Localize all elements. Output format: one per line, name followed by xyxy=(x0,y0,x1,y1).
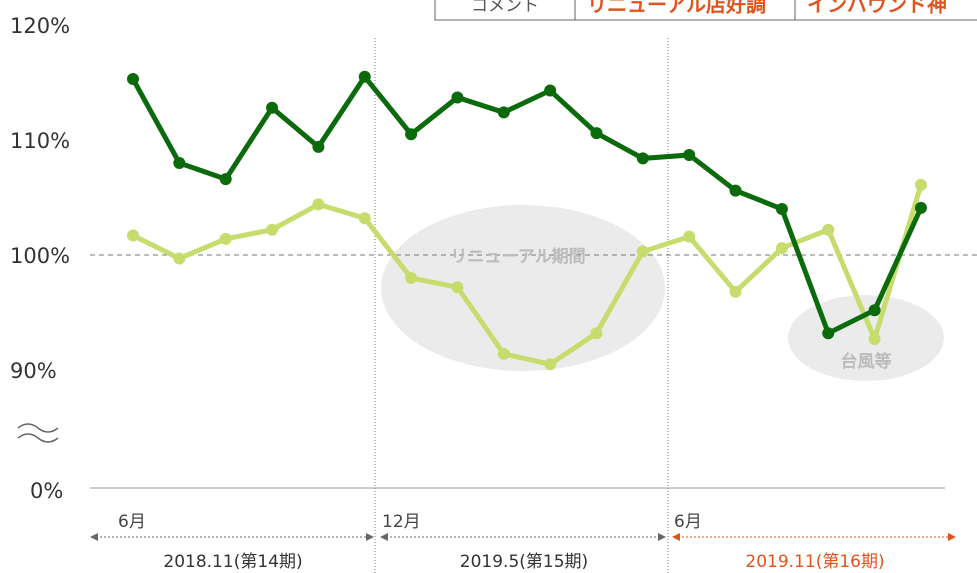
data-point xyxy=(590,327,603,340)
annotation-label: 台風等 xyxy=(841,351,892,372)
header-cell: リニューアル店好調 xyxy=(587,0,766,17)
data-point xyxy=(358,70,371,83)
data-point xyxy=(358,212,371,225)
header-table xyxy=(434,0,977,21)
y-tick-label: 0% xyxy=(30,479,63,503)
data-point xyxy=(822,223,835,236)
period-name: 2019.5(第15期) xyxy=(460,552,588,572)
data-point xyxy=(451,91,464,104)
data-point xyxy=(868,304,881,317)
data-point xyxy=(914,178,927,191)
data-point xyxy=(451,281,464,294)
data-point xyxy=(405,272,418,284)
axis-break xyxy=(17,423,59,443)
data-point xyxy=(173,252,186,265)
data-point xyxy=(544,84,557,97)
period-start: 12月 xyxy=(382,512,421,532)
annotation-area xyxy=(788,295,944,381)
y-tick-label: 110% xyxy=(10,129,70,153)
data-point xyxy=(173,157,186,169)
data-point xyxy=(683,148,696,161)
data-point xyxy=(127,73,139,86)
header-cell: コメント xyxy=(471,0,539,16)
data-point xyxy=(219,232,232,245)
data-point xyxy=(868,332,881,345)
data-point xyxy=(405,128,418,141)
y-tick-label: 120% xyxy=(10,14,70,38)
header-cell: インバウンド神 xyxy=(807,0,947,17)
data-point xyxy=(312,198,325,211)
data-point xyxy=(544,358,557,371)
data-point xyxy=(914,201,927,214)
series-line xyxy=(130,72,924,337)
data-point xyxy=(683,230,696,243)
period-start: 6月 xyxy=(118,512,146,532)
period-name: 2018.11(第14期) xyxy=(163,552,302,572)
data-point xyxy=(636,245,649,258)
data-point xyxy=(127,229,139,242)
data-point xyxy=(729,285,742,298)
data-point xyxy=(312,140,325,153)
annotation-label: リニューアル期間 xyxy=(450,247,585,267)
period-start: 6月 xyxy=(674,512,702,532)
data-point xyxy=(497,106,510,119)
data-point xyxy=(636,152,649,165)
data-point xyxy=(497,347,510,360)
data-point xyxy=(775,203,788,215)
data-point xyxy=(266,223,279,236)
data-point xyxy=(266,101,279,114)
y-tick-label: 100% xyxy=(10,244,70,268)
data-point xyxy=(729,184,742,197)
data-point xyxy=(822,327,835,340)
period-name: 2019.11(第16期) xyxy=(745,552,884,572)
series-line xyxy=(131,184,924,367)
data-point xyxy=(775,242,788,255)
data-point xyxy=(219,173,232,186)
data-point xyxy=(590,127,603,140)
y-tick-label: 90% xyxy=(10,359,57,383)
